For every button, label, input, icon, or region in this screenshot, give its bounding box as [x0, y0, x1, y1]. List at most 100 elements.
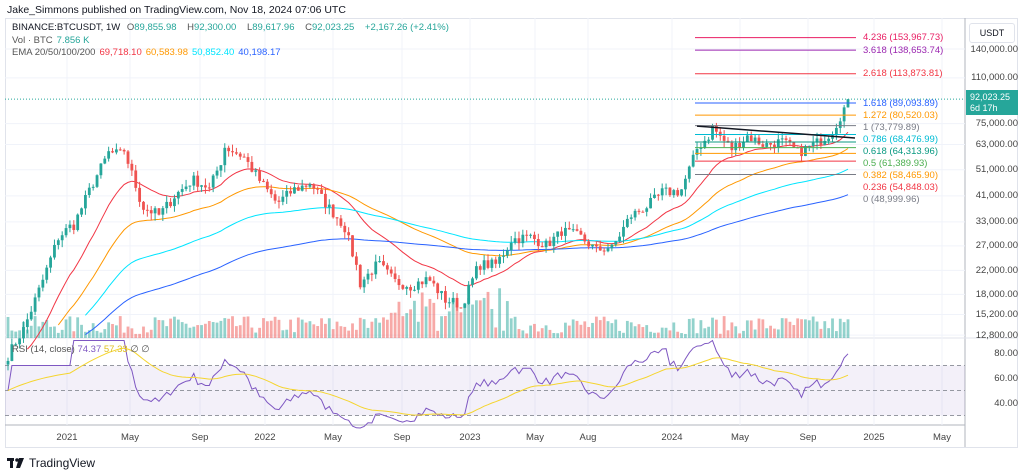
volume-bar [714, 319, 718, 338]
candle [494, 259, 498, 264]
candle [56, 240, 60, 245]
candle [138, 187, 142, 202]
volume-bar [273, 316, 277, 338]
price-axis-label: 140,000.00 [970, 43, 1018, 55]
volume-bar [490, 308, 494, 338]
time-axis-label: 2024 [661, 432, 683, 443]
volume-bar [149, 329, 153, 338]
volume-bar [64, 319, 68, 338]
candle [776, 139, 780, 148]
volume-bar [308, 321, 312, 338]
volume-bar [811, 316, 815, 338]
volume-bar [99, 332, 103, 338]
candle [502, 255, 505, 257]
rsi-na-2: ∅ [141, 344, 150, 355]
volume-bar [517, 329, 521, 338]
symbol-name[interactable]: BINANCE:BTCUSDT, 1W [12, 22, 121, 33]
volume-bar [316, 326, 320, 338]
volume-bar [800, 319, 803, 338]
volume-bar [807, 320, 811, 338]
volume-bar [819, 328, 823, 338]
volume-bar [521, 330, 525, 338]
volume-bar [757, 318, 761, 338]
price-axis-label: 41,000.00 [975, 190, 1018, 202]
candle [397, 279, 401, 286]
candle [49, 257, 52, 268]
volume-bar [331, 329, 335, 338]
volume-bar [467, 297, 471, 338]
volume-bar [745, 320, 749, 338]
volume-bar [184, 323, 188, 338]
candle [362, 279, 366, 288]
volume-label[interactable]: Vol · BTC [12, 34, 53, 46]
volume-bar [827, 328, 831, 338]
volume-bar [362, 319, 366, 338]
volume-bar [591, 322, 594, 338]
candle [753, 137, 757, 142]
volume-bar [114, 325, 118, 338]
candle [788, 139, 792, 143]
candle [300, 185, 304, 191]
volume-bar [420, 292, 424, 338]
candle [672, 190, 676, 196]
price-axis-label: 33,000.00 [975, 216, 1018, 228]
currency-button[interactable]: USDT [969, 23, 1015, 43]
candle [749, 135, 753, 142]
candle [784, 138, 788, 140]
volume-bar [277, 319, 281, 338]
candle [277, 200, 281, 202]
tradingview-logo-text: TradingView [29, 456, 96, 470]
volume-bar [668, 330, 672, 338]
volume-bar [300, 319, 304, 338]
volume-bar [544, 325, 548, 338]
volume-bar [327, 318, 331, 338]
candle [29, 311, 33, 320]
tradingview-logo-icon [7, 458, 24, 468]
ema-label[interactable]: EMA 20/50/100/200 [12, 47, 96, 58]
volume-bar [385, 319, 389, 338]
volume-bar [413, 300, 416, 338]
candle [649, 197, 652, 209]
volume-bar [672, 322, 676, 338]
volume-bar [637, 324, 641, 338]
candle [745, 135, 749, 142]
candle [409, 287, 412, 291]
candle [331, 204, 335, 218]
candle [130, 163, 134, 171]
rsi-label[interactable]: RSI (14, close) [12, 344, 75, 355]
volume-bar [49, 326, 52, 338]
volume-bar [204, 323, 207, 338]
volume-bar [389, 312, 393, 338]
volume-bar [684, 333, 687, 338]
rsi-axis-label: 80.00 [994, 347, 1018, 359]
volume-bar [734, 326, 738, 338]
fib-label: 0.786 (68,476.99) [863, 133, 939, 145]
volume-bar [53, 326, 56, 338]
volume-bar [188, 327, 192, 338]
volume-bar [424, 306, 428, 338]
candle [41, 279, 45, 288]
candle [587, 241, 591, 247]
candle [72, 224, 76, 230]
volume-bar [610, 323, 614, 338]
volume-bar [219, 320, 223, 338]
volume-bar [540, 328, 544, 338]
candle [219, 165, 223, 171]
tradingview-logo[interactable]: TradingView [7, 456, 95, 470]
volume-bar [444, 316, 447, 338]
candle [792, 142, 796, 148]
volume-bar [695, 333, 699, 338]
volume-bar [207, 321, 211, 338]
candle [505, 250, 509, 256]
candle [544, 240, 548, 248]
volume-bar [180, 322, 184, 338]
candle [687, 166, 691, 179]
volume-bar [262, 318, 265, 338]
candle [351, 235, 354, 257]
fib-label: 1 (73,779.89) [863, 121, 920, 133]
volume-bar [653, 332, 656, 338]
candle [335, 217, 339, 219]
time-axis-label: May [526, 432, 544, 443]
candle [714, 125, 718, 132]
